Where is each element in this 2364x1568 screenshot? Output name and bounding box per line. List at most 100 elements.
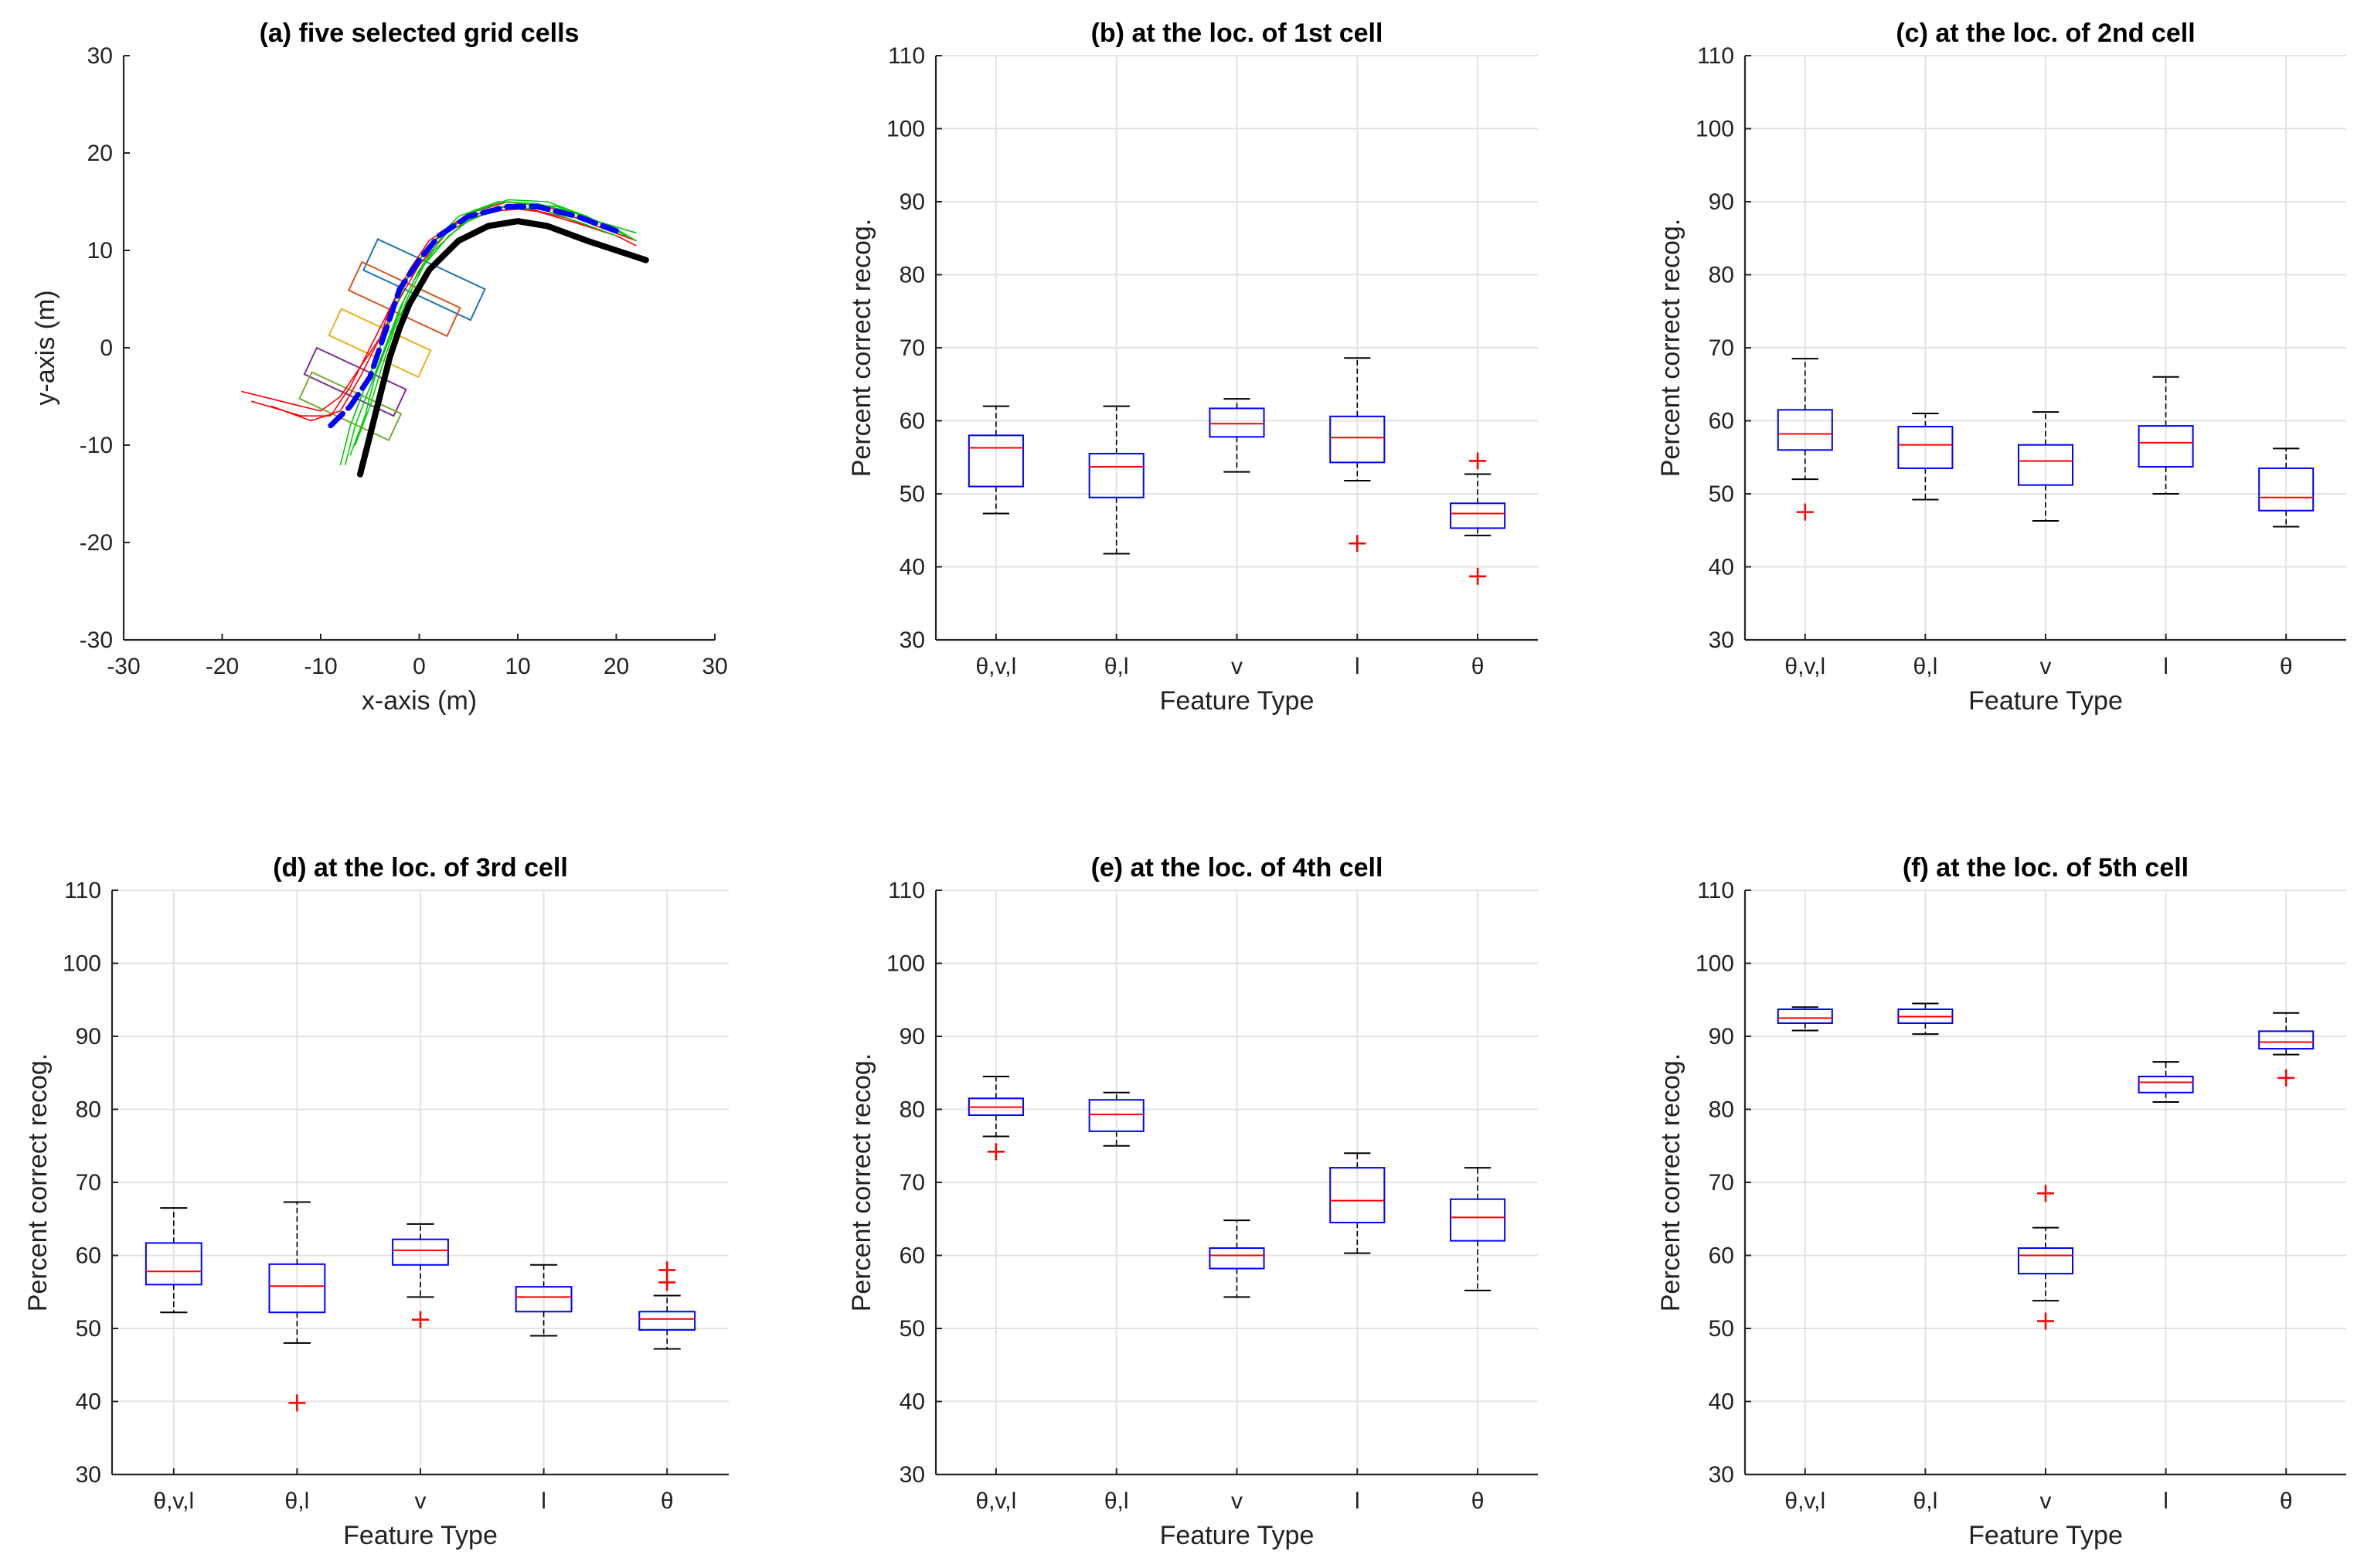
box-4: [2138, 376, 2194, 495]
box-iqr: [2258, 467, 2315, 512]
x-axis-label: Feature Type: [1160, 686, 1315, 716]
y-tick-label: 110: [888, 43, 925, 69]
x-axis-label: Feature Type: [1968, 1521, 2123, 1550]
y-tick-label: 20: [87, 141, 113, 166]
y-tick-label: 80: [900, 263, 925, 288]
box-4: [1329, 357, 1386, 553]
x-tick-label: l: [1355, 1488, 1360, 1514]
box-1: [145, 1207, 202, 1314]
box-5: [638, 1261, 696, 1350]
x-axis-label: x-axis (m): [362, 686, 477, 716]
x-tick-label: θ: [2280, 1488, 2293, 1514]
y-tick-label: 30: [76, 1462, 101, 1488]
outlier-marker: [2037, 1312, 2054, 1330]
boxplot-panel-5: 30 40 50 60 70 80 90 100 110 θ,v,l θ,l v l θ (f) at th…: [1656, 853, 2346, 1550]
x-tick-label: v: [2040, 654, 2052, 679]
x-tick-label: θ: [1471, 1488, 1485, 1514]
x-tick-label: θ,v,l: [1784, 654, 1825, 679]
y-tick-label: 40: [900, 555, 925, 580]
box-iqr: [2138, 1075, 2194, 1094]
y-tick-label: 60: [76, 1243, 101, 1269]
box-4: [2138, 1061, 2194, 1104]
y-tick-label: 100: [1696, 951, 1734, 977]
outlier-marker: [288, 1394, 306, 1412]
box-1: [968, 1075, 1024, 1161]
x-tick-label: v: [1231, 1488, 1243, 1514]
y-tick-label: 50: [900, 481, 925, 507]
y-axis-label: y-axis (m): [31, 290, 60, 405]
y-tick-label: 80: [1709, 1097, 1734, 1123]
y-tick-label: -10: [80, 433, 113, 458]
box-3: [1209, 398, 1265, 473]
box-iqr: [1329, 1167, 1386, 1223]
reference-trajectory: [357, 218, 649, 478]
y-axis-label: Percent correct recog.: [23, 1053, 53, 1311]
x-tick-label: l: [541, 1488, 546, 1514]
box-3: [2017, 411, 2074, 522]
y-tick-label: 110: [64, 878, 101, 903]
box-3: [392, 1223, 449, 1328]
box-1: [1777, 1006, 1833, 1032]
x-tick-label: 20: [604, 654, 629, 679]
x-tick-label: -10: [304, 654, 337, 679]
y-tick-label: 0: [100, 335, 113, 361]
box-2: [1897, 413, 1954, 501]
box-iqr: [2017, 444, 2074, 486]
y-tick-label: 70: [900, 335, 925, 361]
x-axis-label: Feature Type: [1160, 1521, 1315, 1550]
y-tick-label: 80: [1709, 263, 1734, 288]
y-tick-label: 60: [900, 1243, 925, 1269]
y-tick-label: 100: [886, 951, 925, 977]
chart-title: (b) at the loc. of 1st cell: [1091, 19, 1383, 48]
y-tick-label: 70: [1709, 335, 1734, 361]
box-4: [1329, 1152, 1386, 1254]
box-iqr: [2258, 1030, 2315, 1050]
x-tick-label: l: [2163, 654, 2168, 679]
y-tick-label: 30: [1709, 628, 1734, 653]
box-2: [1088, 1091, 1145, 1147]
y-tick-label: 40: [1709, 1389, 1734, 1415]
outlier-marker: [1469, 452, 1487, 470]
y-tick-label: 30: [1709, 1462, 1734, 1488]
x-tick-label: θ: [1471, 654, 1485, 679]
chart-title: (c) at the loc. of 2nd cell: [1896, 19, 2195, 48]
x-tick-label: 0: [413, 654, 426, 679]
x-tick-label: θ,v,l: [1784, 1488, 1825, 1514]
y-tick-label: 70: [900, 1170, 925, 1196]
box-iqr: [1088, 453, 1145, 498]
box-5: [2258, 447, 2315, 528]
box-iqr: [1450, 1198, 1506, 1242]
x-tick-label: θ,v,l: [976, 654, 1017, 679]
trajectory-line: [270, 208, 607, 422]
y-tick-label: 110: [1697, 878, 1734, 903]
x-tick-label: 10: [505, 654, 530, 679]
trajectory-line: [354, 202, 637, 446]
box-5: [1450, 452, 1506, 585]
y-tick-label: 90: [1709, 189, 1734, 215]
x-tick-label: 30: [702, 654, 727, 679]
y-tick-label: 60: [1709, 1243, 1734, 1269]
outlier-marker: [1796, 503, 1814, 521]
y-tick-label: 90: [900, 189, 925, 215]
y-tick-label: 40: [900, 1389, 925, 1415]
x-tick-label: θ,l: [285, 1488, 310, 1514]
mean-trajectory: [328, 203, 619, 429]
box-2: [1088, 405, 1145, 555]
box-2: [268, 1201, 326, 1412]
x-tick-label: θ,l: [1913, 654, 1938, 679]
boxplot-panel-1: 30 40 50 60 70 80 90 100 110 θ,v,l θ,l v l θ (b) at th…: [847, 19, 1538, 716]
y-tick-label: 50: [76, 1316, 101, 1342]
y-tick-label: 90: [1709, 1024, 1734, 1049]
boxplot-panel-3: 30 40 50 60 70 80 90 100 110 θ,v,l θ,l v l θ (d) at th…: [23, 853, 729, 1550]
x-tick-label: θ,v,l: [153, 1488, 194, 1514]
box-iqr: [638, 1311, 696, 1331]
y-tick-label: 100: [886, 117, 925, 142]
y-tick-label: 50: [1709, 1316, 1734, 1342]
boxplot-panel-4: 30 40 50 60 70 80 90 100 110 θ,v,l θ,l v l θ (e) at th…: [847, 853, 1538, 1550]
x-tick-label: θ,l: [1104, 654, 1129, 679]
box-iqr: [2138, 425, 2194, 468]
box-iqr: [1777, 1008, 1833, 1024]
y-tick-label: 50: [1709, 481, 1734, 507]
y-tick-label: 30: [87, 43, 113, 69]
outlier-marker: [1349, 535, 1366, 553]
